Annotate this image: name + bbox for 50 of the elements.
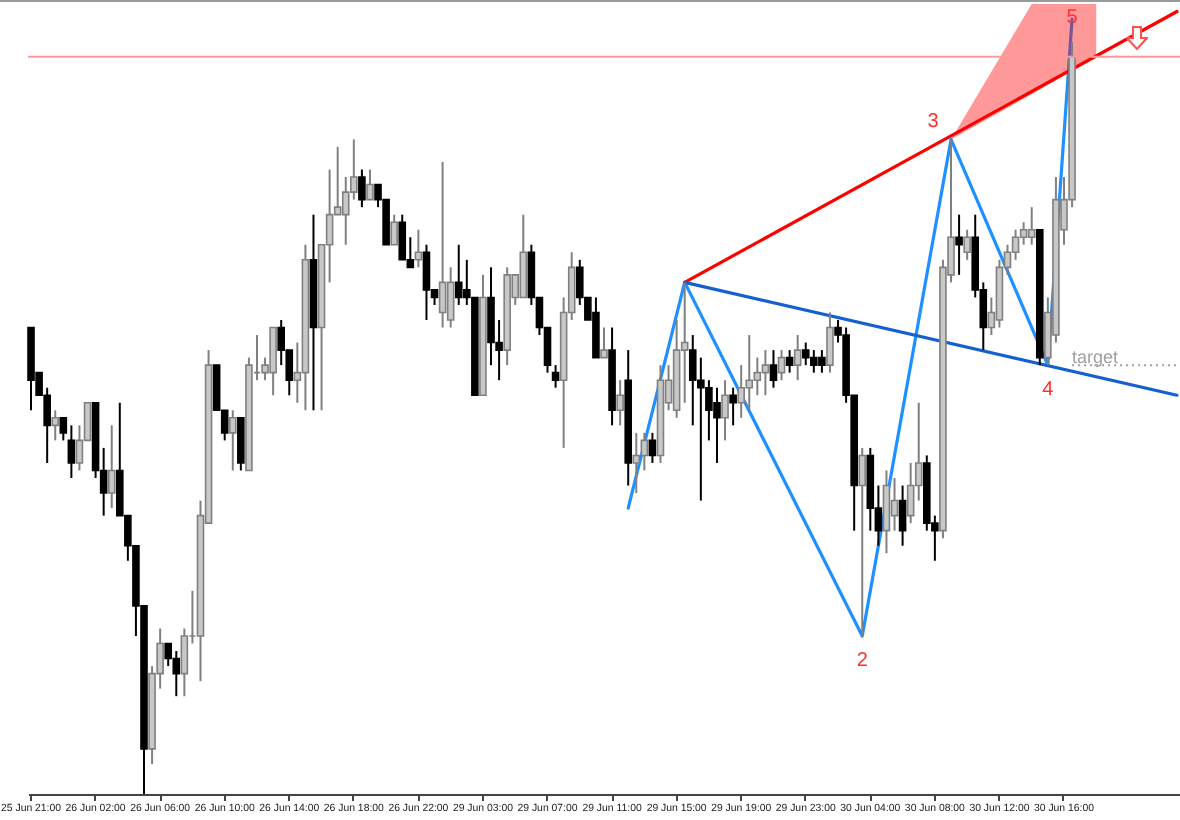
candlestick	[551, 364, 560, 389]
candlestick	[745, 334, 754, 412]
candlestick	[398, 213, 407, 261]
candlestick	[640, 431, 649, 472]
candlestick	[592, 296, 600, 359]
candlestick	[882, 469, 891, 555]
candlestick	[600, 326, 608, 359]
annotation: 2	[856, 650, 869, 672]
ref-line-label: target	[1072, 347, 1120, 368]
candlestick	[826, 311, 834, 374]
candlestick	[414, 228, 423, 269]
annotation: 4	[1042, 379, 1055, 402]
annotation: 3	[927, 111, 940, 134]
candlestick	[616, 379, 624, 427]
candlestick	[753, 356, 762, 397]
candlestick	[898, 484, 907, 547]
candlestick	[858, 446, 867, 637]
candlestick	[519, 213, 528, 299]
candlestick	[801, 341, 810, 367]
candlestick	[729, 386, 737, 427]
candlestick	[269, 326, 277, 397]
candlestick	[793, 334, 802, 382]
candlestick	[454, 243, 463, 306]
candlestick	[438, 161, 447, 329]
candlestick	[390, 213, 398, 246]
candlestick	[963, 228, 971, 261]
candlestick	[67, 424, 76, 479]
candlestick	[818, 349, 826, 374]
candlestick	[366, 168, 374, 201]
candlestick	[422, 243, 431, 321]
candlestick	[890, 477, 899, 532]
candlestick	[228, 409, 237, 472]
candlestick	[906, 461, 915, 525]
candlestick	[648, 431, 657, 464]
candlestick	[810, 349, 818, 374]
candlestick	[632, 431, 641, 495]
candlestick	[721, 379, 729, 442]
candlestick	[761, 349, 770, 397]
candlestick	[1027, 206, 1036, 246]
text: 5	[1066, 7, 1079, 30]
candlestick	[777, 349, 786, 382]
candlestick	[713, 386, 721, 464]
candlestick	[785, 349, 794, 374]
candlestick	[358, 168, 366, 209]
candlestick	[51, 409, 60, 442]
candlestick	[955, 213, 963, 276]
candlestick	[172, 650, 181, 698]
candlestick	[237, 416, 245, 472]
candlestick	[769, 349, 778, 389]
candlestick	[107, 424, 116, 510]
